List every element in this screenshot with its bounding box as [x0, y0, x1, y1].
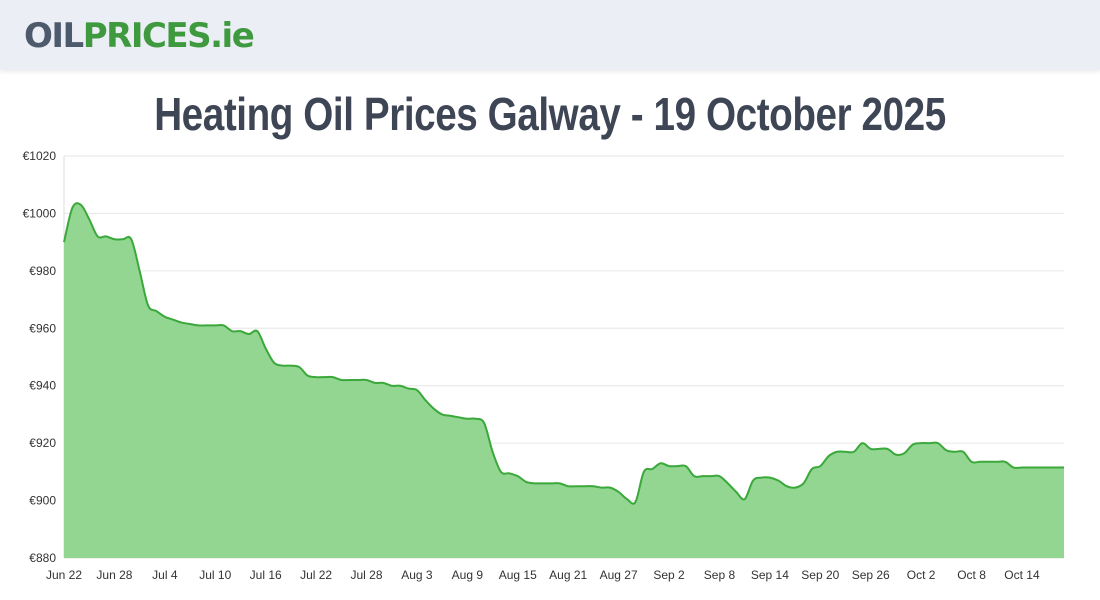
y-tick-label: €960: [29, 321, 56, 335]
site-header: OILPRICES.ie: [0, 0, 1100, 70]
y-tick-label: €980: [29, 264, 56, 278]
page-title: Heating Oil Prices Galway - 19 October 2…: [154, 88, 946, 140]
price-chart: €880 €900 €920 €940 €960 €980 €1000 €1020 Jun 2…: [23, 149, 1065, 582]
x-tick-label: Sep 8: [704, 568, 736, 582]
x-tick-label: Oct 8: [957, 568, 986, 582]
price-area: [64, 203, 1064, 558]
y-tick-label: €1020: [23, 149, 57, 163]
x-tick-label: Sep 26: [852, 568, 890, 582]
y-tick-label: €1000: [23, 206, 57, 220]
x-tick-label: Sep 14: [751, 568, 789, 582]
x-tick-label: Aug 3: [401, 568, 433, 582]
x-tick-label: Aug 21: [549, 568, 587, 582]
x-tick-label: Aug 15: [499, 568, 537, 582]
logo-text-tld: .ie: [210, 16, 255, 56]
logo-text-prices: PRICES: [82, 16, 212, 56]
logo-text-oil: OIL: [24, 16, 84, 56]
x-tick-label: Oct 14: [1004, 568, 1040, 582]
x-tick-label: Jun 28: [96, 568, 132, 582]
y-tick-label: €920: [29, 436, 56, 450]
price-line: [63, 202, 1065, 505]
chart-series: [63, 202, 1065, 558]
y-tick-label: €880: [29, 551, 56, 565]
x-tick-label: Jul 16: [250, 568, 282, 582]
x-tick-label: Jul 4: [152, 568, 178, 582]
x-tick-label: Aug 9: [452, 568, 484, 582]
x-tick-label: Sep 20: [801, 568, 839, 582]
x-tick-label: Jul 22: [300, 568, 332, 582]
x-tick-label: Sep 2: [653, 568, 685, 582]
y-axis: €880 €900 €920 €940 €960 €980 €1000 €1020: [23, 149, 57, 565]
x-tick-label: Oct 2: [907, 568, 936, 582]
y-tick-label: €900: [29, 494, 56, 508]
x-tick-label: Jun 22: [46, 568, 82, 582]
x-tick-label: Jul 28: [351, 568, 383, 582]
x-tick-label: Jul 10: [199, 568, 231, 582]
x-tick-label: Aug 27: [600, 568, 638, 582]
site-logo[interactable]: OILPRICES.ie: [24, 16, 255, 56]
y-tick-label: €940: [29, 379, 56, 393]
x-axis: Jun 22 Jun 28 Jul 4 Jul 10 Jul 16 Jul 22 Jul 2…: [46, 568, 1040, 582]
